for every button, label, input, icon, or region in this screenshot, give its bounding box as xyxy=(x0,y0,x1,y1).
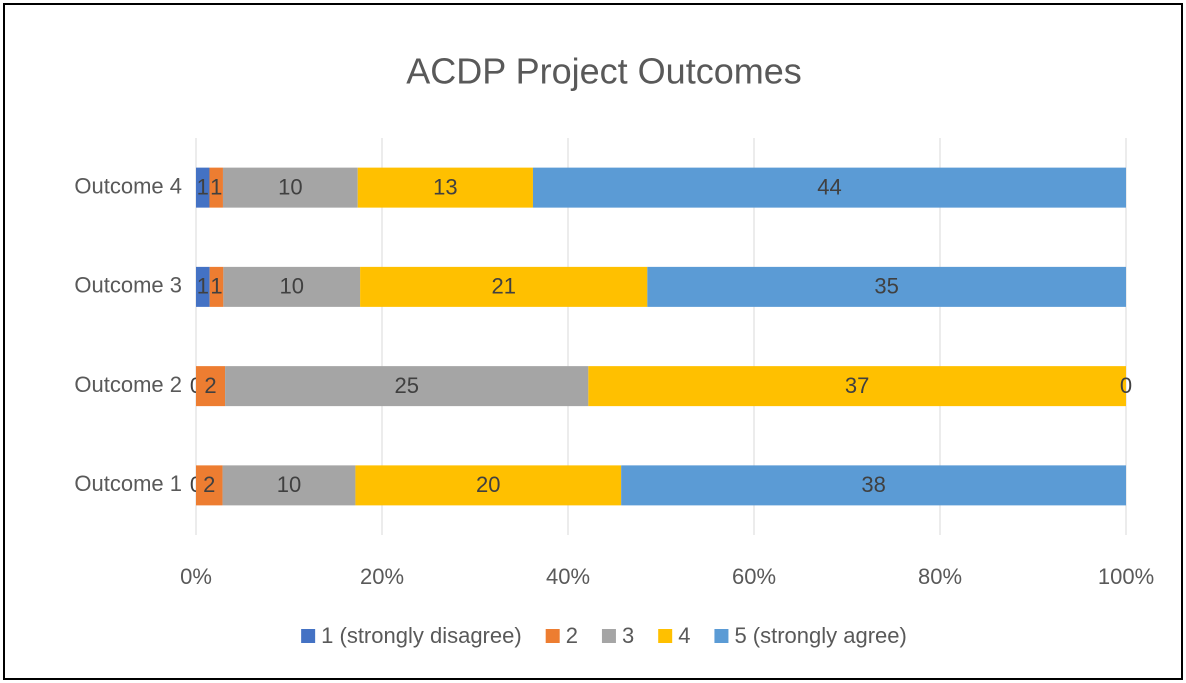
bar-segment xyxy=(355,465,622,506)
legend-swatch xyxy=(714,629,729,643)
y-tick-label: Outcome 1 xyxy=(74,471,182,496)
y-tick-label: Outcome 4 xyxy=(74,173,182,198)
data-label: 10 xyxy=(278,174,302,199)
legend-label: 3 xyxy=(622,623,634,648)
chart-border xyxy=(3,3,1183,680)
bar-segment xyxy=(196,465,223,506)
data-label: 0 xyxy=(1120,373,1132,398)
bar-segment xyxy=(588,366,1126,407)
data-label: 13 xyxy=(433,174,457,199)
legend-swatch xyxy=(301,629,316,643)
data-label: 25 xyxy=(394,373,418,398)
data-label: 1 xyxy=(197,174,209,199)
x-tick-label: 0% xyxy=(180,564,212,589)
bar-segment xyxy=(196,266,210,307)
y-tick-label: Outcome 2 xyxy=(74,372,182,397)
bar-segment xyxy=(223,266,361,307)
legend-swatch xyxy=(545,629,560,643)
legend-label: 2 xyxy=(566,623,578,648)
data-label: 1 xyxy=(210,274,222,299)
bar-segment xyxy=(647,266,1126,307)
bar-segment xyxy=(621,465,1126,506)
x-tick-label: 60% xyxy=(732,564,776,589)
bar-segment xyxy=(196,167,210,208)
legend-label: 5 (strongly agree) xyxy=(734,623,906,648)
bar-segment xyxy=(357,167,533,208)
data-label: 35 xyxy=(874,274,898,299)
data-label: 10 xyxy=(279,274,303,299)
legend-label: 1 (strongly disagree) xyxy=(321,623,522,648)
data-label: 20 xyxy=(476,472,500,497)
data-label: 2 xyxy=(203,472,215,497)
bar-segment xyxy=(222,167,358,208)
data-label: 21 xyxy=(491,274,515,299)
bar-segment xyxy=(196,366,226,407)
bar-segment xyxy=(222,465,356,506)
bar-segment xyxy=(360,266,648,307)
data-label: 2 xyxy=(204,373,216,398)
data-label: 10 xyxy=(277,472,301,497)
data-label: 37 xyxy=(845,373,869,398)
x-tick-label: 40% xyxy=(546,564,590,589)
data-label: 1 xyxy=(210,174,222,199)
x-tick-label: 100% xyxy=(1098,564,1154,589)
bar-segment xyxy=(209,167,223,208)
bar-segment xyxy=(209,266,224,307)
bar-segment xyxy=(225,366,589,407)
data-label: 38 xyxy=(861,472,885,497)
data-label: 1 xyxy=(197,274,209,299)
legend-swatch xyxy=(601,629,616,643)
y-tick-label: Outcome 3 xyxy=(74,273,182,298)
x-tick-label: 80% xyxy=(918,564,962,589)
x-tick-label: 20% xyxy=(360,564,404,589)
bar-segment xyxy=(532,167,1126,208)
legend-label: 4 xyxy=(678,623,690,648)
chart-title: ACDP Project Outcomes xyxy=(406,51,801,92)
data-label: 44 xyxy=(817,174,841,199)
legend-swatch xyxy=(658,629,673,643)
